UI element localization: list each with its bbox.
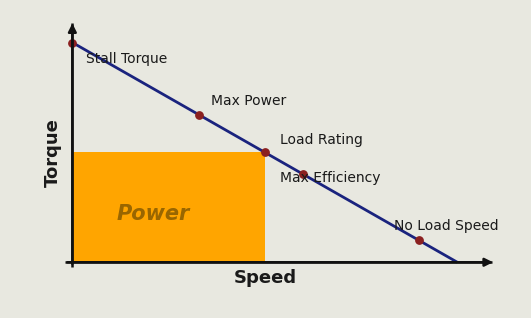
Point xyxy=(261,150,269,155)
Text: Load Rating: Load Rating xyxy=(280,133,363,147)
Point xyxy=(68,40,76,45)
Text: Torque: Torque xyxy=(44,118,62,187)
Text: Power: Power xyxy=(117,204,190,224)
Bar xyxy=(72,152,265,262)
Point xyxy=(195,113,203,118)
Text: Stall Torque: Stall Torque xyxy=(86,52,167,66)
Point xyxy=(299,172,307,177)
Text: No Load Speed: No Load Speed xyxy=(394,218,499,232)
Point xyxy=(415,238,423,243)
Text: Max Efficiency: Max Efficiency xyxy=(280,171,381,185)
Text: Speed: Speed xyxy=(233,269,296,287)
Text: Max Power: Max Power xyxy=(211,94,286,108)
